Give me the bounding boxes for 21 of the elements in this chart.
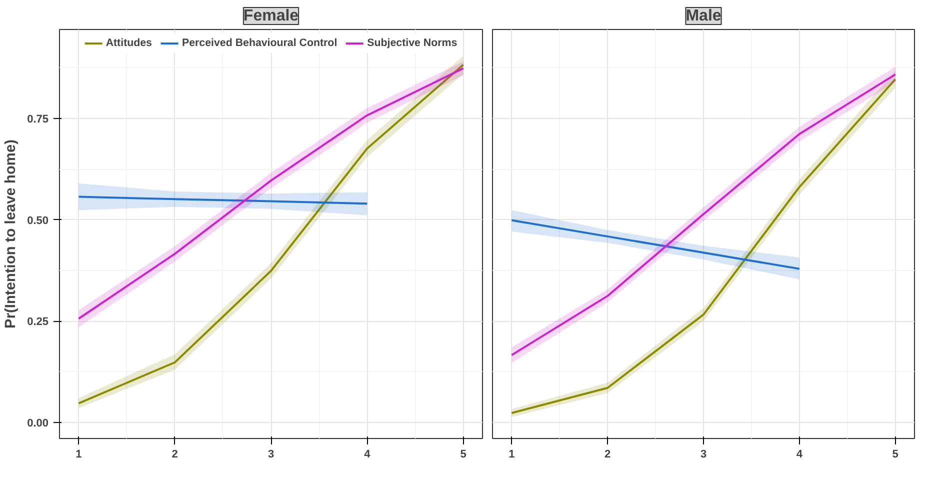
- chart-title: Female: [243, 8, 299, 24]
- x-tick-label: 1: [76, 448, 82, 460]
- y-tick-label: 0.25: [27, 316, 49, 328]
- legend-label: Subjective Norms: [367, 37, 458, 49]
- y-tick-label: 0.50: [27, 214, 49, 227]
- x-tick-label: 1: [508, 448, 515, 460]
- x-tick-label: 5: [892, 448, 898, 460]
- legend-label: Attitudes: [106, 37, 152, 49]
- legend-label: Perceived Behavioural Control: [182, 37, 338, 49]
- y-axis-title: Pr(Intention to leave home): [3, 139, 20, 328]
- x-tick-label: 5: [460, 448, 466, 460]
- y-tick-label: 0.00: [27, 417, 49, 430]
- x-tick-label: 4: [364, 448, 372, 460]
- chart-title: Male: [686, 8, 722, 24]
- x-tick-label: 3: [700, 448, 707, 460]
- x-tick-label: 4: [796, 448, 804, 460]
- line-series: [78, 196, 368, 205]
- x-tick-label: 2: [172, 448, 178, 460]
- x-tick-label: 3: [268, 448, 274, 460]
- x-tick-label: 2: [604, 448, 611, 460]
- y-tick-label: 0.75: [27, 114, 49, 126]
